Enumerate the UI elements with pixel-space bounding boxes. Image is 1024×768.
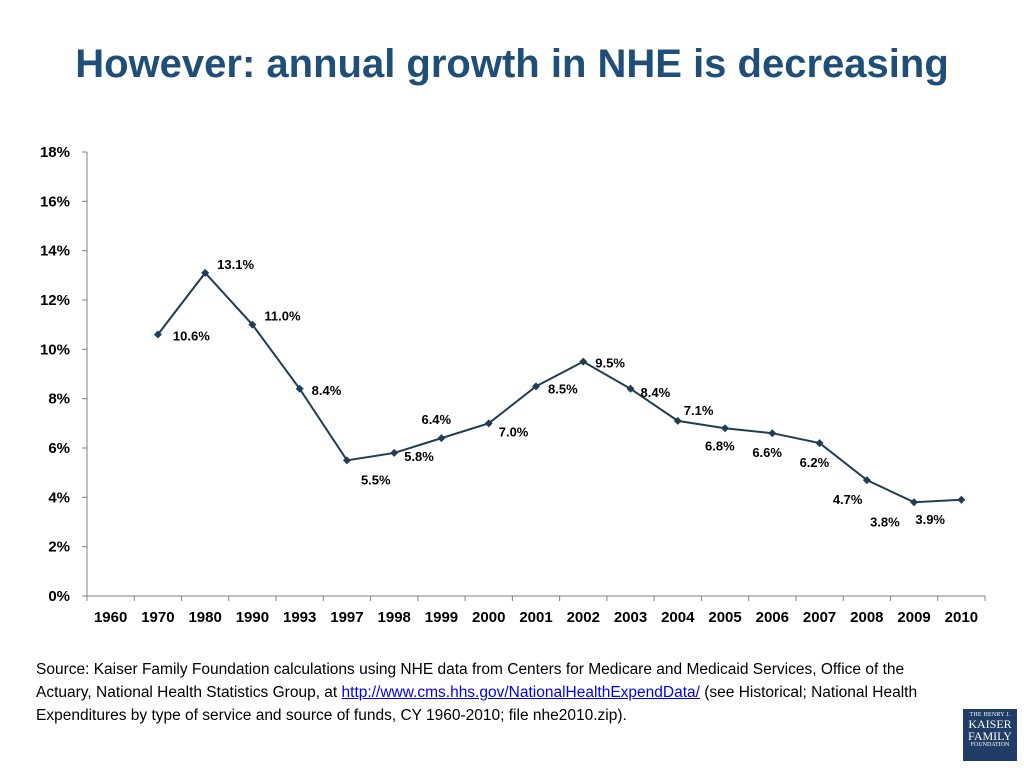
data-label: 5.5% [361, 472, 391, 487]
y-tick-label: 10% [40, 341, 70, 358]
data-label: 8.4% [641, 385, 671, 400]
x-tick-label: 2002 [567, 609, 600, 626]
data-point-marker [153, 330, 162, 339]
data-label: 8.5% [548, 381, 578, 396]
x-tick-label: 1990 [236, 609, 269, 626]
data-label: 4.7% [833, 492, 863, 507]
x-tick-label: 2004 [661, 609, 695, 626]
x-tick-label: 2001 [519, 609, 552, 626]
data-point-marker [248, 320, 257, 329]
logo-line-1: THE HENRY J. [969, 712, 1011, 718]
data-label: 7.1% [684, 403, 714, 418]
data-label: 8.4% [312, 383, 342, 398]
data-label: 3.8% [870, 514, 900, 529]
x-tick-label: 2005 [708, 609, 741, 626]
x-tick-label: 1980 [188, 609, 221, 626]
x-tick-label: 2009 [897, 609, 930, 626]
source-link[interactable]: http://www.cms.hhs.gov/NationalHealthExp… [341, 684, 700, 701]
y-tick-label: 4% [48, 489, 70, 506]
data-label: 10.6% [173, 329, 210, 344]
data-label: 6.4% [421, 412, 451, 427]
x-tick-label: 1993 [283, 609, 316, 626]
data-label: 6.2% [800, 455, 830, 470]
data-point-marker [201, 268, 210, 277]
y-tick-label: 0% [48, 588, 70, 605]
data-label: 13.1% [217, 257, 254, 272]
x-tick-label: 2003 [614, 609, 647, 626]
x-tick-label: 2006 [756, 609, 789, 626]
source-note: Source: Kaiser Family Foundation calcula… [36, 658, 956, 727]
data-point-marker [768, 429, 777, 438]
data-point-marker [721, 424, 730, 433]
x-tick-label: 2010 [945, 609, 978, 626]
series-line [157, 271, 962, 504]
data-label: 5.8% [404, 449, 434, 464]
data-label: 6.8% [705, 438, 735, 453]
x-tick-label: 1997 [330, 609, 363, 626]
data-label: 7.0% [499, 424, 529, 439]
y-tick-label: 6% [48, 440, 70, 457]
data-point-marker [910, 498, 919, 507]
x-tick-label: 2007 [803, 609, 836, 626]
logo-line-4: FOUNDATION [970, 742, 1010, 748]
x-tick-label: 1960 [94, 609, 127, 626]
data-point-marker [579, 357, 588, 366]
y-tick-label: 12% [40, 292, 70, 309]
x-tick-label: 1998 [378, 609, 411, 626]
y-tick-label: 14% [40, 243, 70, 260]
data-point-marker [862, 476, 871, 485]
x-tick-label: 1999 [425, 609, 458, 626]
x-tick-label: 2000 [472, 609, 505, 626]
logo-line-3: FAMILY [968, 729, 1012, 743]
y-tick-label: 2% [48, 539, 70, 556]
kaiser-family-foundation-logo: THE HENRY J. KAISER FAMILY FOUNDATION [963, 709, 1017, 761]
data-point-marker [957, 495, 966, 504]
data-label: 11.0% [264, 309, 301, 324]
y-tick-label: 18% [40, 144, 70, 161]
data-point-marker [815, 439, 824, 448]
source-text-after: (see Historical; National Health Expendi… [36, 684, 918, 724]
x-tick-label: 2008 [850, 609, 883, 626]
line-chart: 0% 2% 4% 6% 8% 10% 12% 14% 16% 18% 1960 1970 1980 199… [40, 144, 986, 626]
data-point-marker [342, 456, 351, 465]
data-label: 3.9% [915, 512, 945, 527]
data-point-marker [390, 448, 399, 457]
data-point-marker [484, 419, 493, 428]
data-label: 9.5% [595, 356, 625, 371]
y-tick-label: 16% [40, 193, 70, 210]
data-point-marker [295, 384, 304, 393]
source-text-before: Source: Kaiser Family Foundation calcula… [36, 661, 905, 701]
data-point-marker [626, 384, 635, 393]
x-tick-label: 1970 [141, 609, 174, 626]
data-point-marker [673, 416, 682, 425]
data-point-marker [437, 434, 446, 443]
slide-title: However: annual growth in NHE is decreas… [75, 42, 949, 86]
data-label: 6.6% [752, 445, 782, 460]
logo-line-2: KAISER [968, 717, 1012, 731]
data-point-marker [532, 382, 540, 391]
y-tick-label: 8% [48, 391, 70, 408]
